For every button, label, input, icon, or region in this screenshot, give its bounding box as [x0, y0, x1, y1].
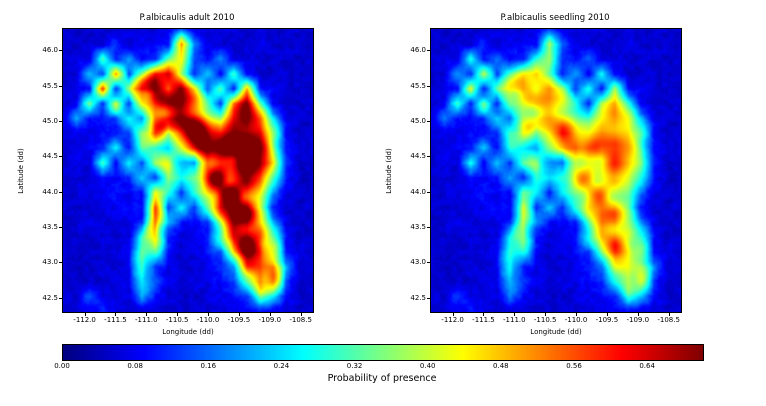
y-tick-label: 43.0	[410, 258, 426, 267]
x-tick-mark	[177, 312, 179, 316]
x-tick-mark	[115, 312, 117, 316]
x-tick-label: -111.0	[135, 316, 158, 324]
colorbar-tick-label: 0.00	[54, 362, 70, 370]
y-tick-label: 45.0	[42, 116, 58, 125]
x-axis-label-seedling: Longitude (dd)	[530, 328, 582, 336]
x-tick-label: -108.5	[657, 316, 680, 324]
heatmap-canvas-seedling	[431, 29, 681, 312]
x-tick-mark	[300, 312, 302, 316]
y-tick-label: 44.0	[42, 187, 58, 196]
x-tick-label: -112.0	[441, 316, 464, 324]
x-tick-mark	[269, 312, 271, 316]
y-tick-mark	[427, 262, 431, 264]
colorbar-tick-label: 0.48	[493, 362, 509, 370]
y-tick-mark	[59, 85, 63, 87]
y-tick-mark	[59, 120, 63, 122]
x-tick-mark	[146, 312, 148, 316]
y-tick-label: 42.5	[410, 293, 426, 302]
y-tick-label: 44.5	[410, 152, 426, 161]
x-tick-label: -108.5	[289, 316, 312, 324]
x-tick-mark	[668, 312, 670, 316]
heatmap-canvas-adult	[63, 29, 313, 312]
x-tick-mark	[208, 312, 210, 316]
x-tick-mark	[576, 312, 578, 316]
colorbar-tick-label: 0.56	[566, 362, 582, 370]
x-tick-label: -111.5	[472, 316, 495, 324]
y-tick-mark	[427, 85, 431, 87]
colorbar-gradient	[63, 345, 703, 360]
colorbar-tick-label: 0.64	[639, 362, 655, 370]
colorbar-tick-label: 0.08	[127, 362, 143, 370]
colorbar-label: Probability of presence	[327, 373, 437, 384]
y-tick-label: 42.5	[42, 293, 58, 302]
panel-title-seedling: P.albicaulis seedling 2010	[500, 13, 610, 23]
y-tick-label: 45.5	[410, 81, 426, 90]
panel-seedling: Latitude (dd) Longitude (dd) 46.0 45.5 45.…	[385, 28, 682, 336]
x-axis-label-adult: Longitude (dd)	[162, 328, 214, 336]
y-tick-mark	[427, 227, 431, 229]
panel-title-adult: P.albicaulis adult 2010	[139, 13, 235, 23]
y-tick-mark	[59, 50, 63, 52]
colorbar-ticks: 0.00 0.08 0.16 0.24 0.32 0.40 0.48 0.56 0.64	[54, 362, 702, 371]
colorbar-tick-label: 0.16	[200, 362, 217, 370]
x-tick-mark	[637, 312, 639, 316]
y-tick-mark	[59, 156, 63, 158]
colorbar-tick-label: 0.32	[346, 362, 363, 370]
y-tick-label: 43.5	[410, 223, 426, 232]
y-tick-mark	[59, 262, 63, 264]
y-tick-mark	[427, 120, 431, 122]
y-tick-mark	[427, 156, 431, 158]
x-tick-mark	[452, 312, 454, 316]
x-tick-label: -110.5	[165, 316, 189, 324]
y-tick-label: 44.5	[42, 152, 58, 161]
y-tick-mark	[59, 297, 63, 299]
x-tick-label: -109.5	[595, 316, 619, 324]
y-tick-label: 45.0	[410, 116, 426, 125]
y-tick-mark	[427, 297, 431, 299]
colorbar	[62, 344, 704, 361]
y-tick-label: 45.5	[42, 81, 58, 90]
x-tick-label: -110.5	[533, 316, 557, 324]
x-tick-label: -111.0	[503, 316, 526, 324]
panel-adult: Latitude (dd) Longitude (dd) 46.0 45.5 45.…	[17, 28, 314, 336]
x-tick-label: -109.0	[258, 316, 282, 324]
colorbar-tick-label: 0.24	[273, 362, 290, 370]
x-tick-mark	[514, 312, 516, 316]
y-tick-label: 46.0	[410, 46, 426, 55]
x-tick-mark	[238, 312, 240, 316]
x-tick-label: -111.5	[104, 316, 127, 324]
y-tick-label: 43.5	[42, 223, 58, 232]
y-tick-mark	[427, 50, 431, 52]
x-tick-mark	[606, 312, 608, 316]
x-tick-label: -110.0	[196, 316, 220, 324]
colorbar-tick-label: 0.40	[419, 362, 436, 370]
y-tick-label: 44.0	[410, 187, 426, 196]
x-tick-label: -109.0	[626, 316, 650, 324]
y-tick-label: 43.0	[42, 258, 58, 267]
y-tick-mark	[59, 227, 63, 229]
x-tick-mark	[483, 312, 485, 316]
x-tick-label: -112.0	[73, 316, 96, 324]
y-tick-mark	[59, 191, 63, 193]
y-tick-label: 46.0	[42, 46, 58, 55]
x-tick-mark	[84, 312, 86, 316]
x-tick-label: -110.0	[564, 316, 588, 324]
y-tick-mark	[427, 191, 431, 193]
x-tick-label: -109.5	[227, 316, 251, 324]
x-tick-mark	[545, 312, 547, 316]
